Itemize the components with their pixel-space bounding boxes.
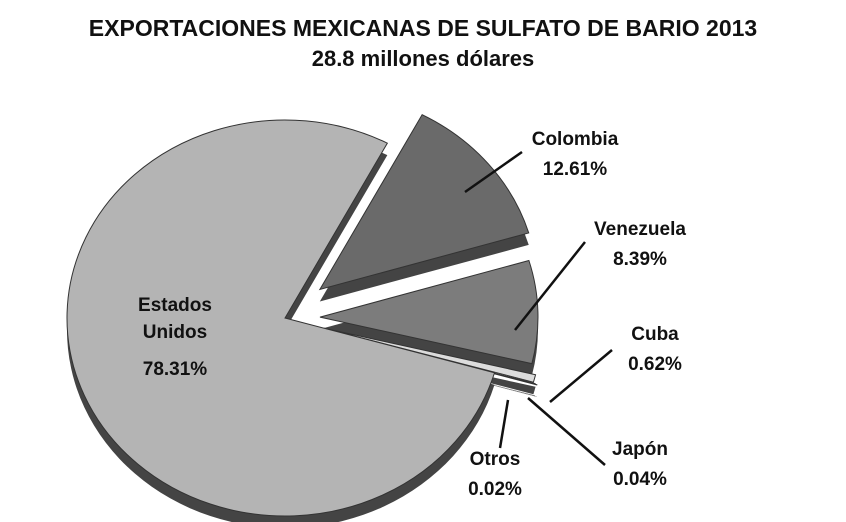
slice-value: 12.61% [543,159,608,180]
slice-value: 78.31% [143,359,208,380]
slice [319,259,539,365]
slice-value: 8.39% [613,249,667,270]
chart-subtitle: 28.8 millones dólares [312,46,535,71]
slice-value: 0.04% [613,469,667,490]
slice-label: Estados Unidos [138,295,212,343]
leader-line [549,349,613,403]
leader-line [514,241,586,331]
leader-line [527,397,606,466]
labels: Colombia 12.61% Venezuela 8.39% Cuba 0.62% Jap… [143,129,687,500]
slice [66,119,496,517]
slice-label: Venezuela [594,219,686,240]
leader-line [464,150,523,194]
pie [66,114,539,522]
slice-label: Otros [470,449,521,470]
leader-line [498,399,510,449]
slice-value: 0.62% [628,354,682,375]
slice-value: 0.02% [468,479,522,500]
slice-label: Cuba [631,324,679,345]
slice [318,114,530,291]
chart-title: EXPORTACIONES MEXICANAS DE SULFATO DE BA… [89,15,757,41]
slice-label: Japón [612,439,668,460]
slice-label: Colombia [532,129,619,150]
